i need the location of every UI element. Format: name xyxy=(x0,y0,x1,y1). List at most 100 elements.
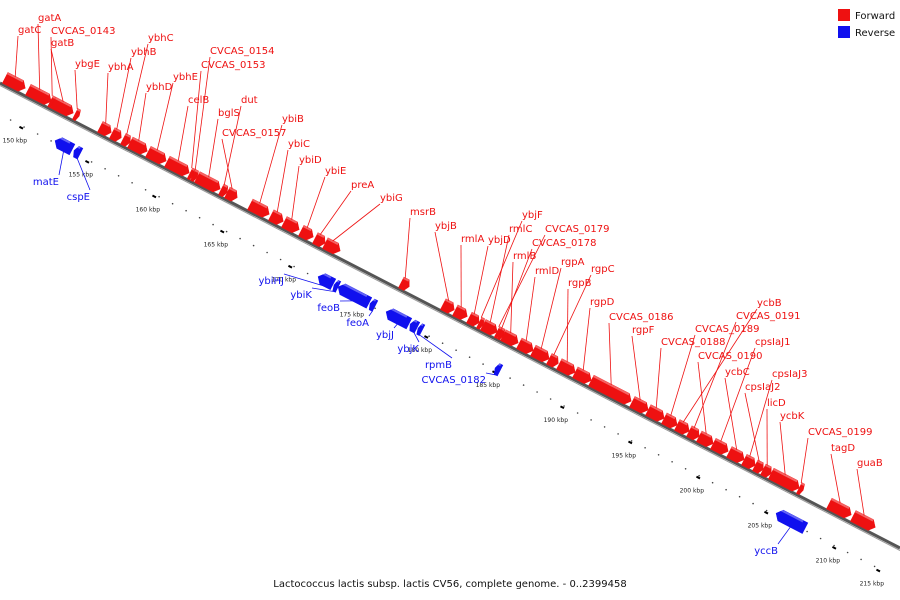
gene-feature-CVCAS_0154[interactable] xyxy=(190,169,200,183)
gene-label-ybhA[interactable]: ybhA xyxy=(108,62,134,73)
gene-label-gatB[interactable]: gatB xyxy=(51,38,74,49)
gene-feature-CVCAS_0188[interactable] xyxy=(645,404,666,424)
gene-feature-ybjJ[interactable] xyxy=(383,306,413,330)
gene-feature-gatA[interactable] xyxy=(25,84,53,107)
gene-label-ycbC[interactable]: ycbC xyxy=(725,367,750,378)
gene-label-matE[interactable]: matE xyxy=(33,177,59,188)
gene-label-CVCAS_0186[interactable]: CVCAS_0186 xyxy=(609,312,673,323)
gene-feature-feoB[interactable] xyxy=(335,282,373,309)
gene-feature-celB[interactable] xyxy=(164,155,192,178)
gene-feature-rmlB[interactable] xyxy=(500,329,520,348)
gene-feature-ybiG[interactable] xyxy=(322,237,342,256)
gene-feature-ybjB[interactable] xyxy=(440,298,457,315)
gene-feature-cpsIaJ3[interactable] xyxy=(741,453,758,470)
gene-feature-rmlC[interactable] xyxy=(480,319,500,337)
gene-label-ybjD[interactable]: ybjD xyxy=(488,235,511,246)
gene-feature-CVCAS_0190[interactable] xyxy=(696,430,716,449)
gene-feature-ybhD[interactable] xyxy=(127,136,150,156)
gene-label-CVCAS_0191[interactable]: CVCAS_0191 xyxy=(736,311,800,322)
gene-label-cpsIaJ2[interactable]: cpsIaJ2 xyxy=(745,382,780,393)
gene-label-ybiHJ[interactable]: ybiHJ xyxy=(258,276,284,287)
gene-label-tagD[interactable]: tagD xyxy=(831,443,855,454)
gene-feature-ycbC[interactable] xyxy=(726,446,746,465)
gene-label-ybiG[interactable]: ybiG xyxy=(380,193,403,204)
gene-label-cpsIaJ1[interactable]: cpsIaJ1 xyxy=(755,337,790,348)
gene-feature-rgpF[interactable] xyxy=(629,396,650,415)
gene-label-dut[interactable]: dut xyxy=(241,95,258,106)
gene-label-ycbB[interactable]: ycbB xyxy=(757,298,782,309)
gene-label-rgpA[interactable]: rgpA xyxy=(561,257,585,268)
gene-feature-ybiD[interactable] xyxy=(281,216,301,235)
gene-label-rmlA[interactable]: rmlA xyxy=(461,234,484,245)
gene-label-CVCAS_0153[interactable]: CVCAS_0153 xyxy=(201,60,265,71)
gene-label-celB[interactable]: celB xyxy=(188,95,209,106)
gene-label-ycbK[interactable]: ycbK xyxy=(780,411,805,422)
gene-feature-CVCAS_0157[interactable] xyxy=(224,186,239,203)
gene-feature-dut[interactable] xyxy=(218,183,230,198)
gene-label-CVCAS_0189[interactable]: CVCAS_0189 xyxy=(695,324,759,335)
gene-label-CVCAS_0179[interactable]: CVCAS_0179 xyxy=(545,224,609,235)
gene-label-ybiD[interactable]: ybiD xyxy=(299,155,322,166)
gene-label-rgpB[interactable]: rgpB xyxy=(568,278,592,289)
gene-feature-ybiE[interactable] xyxy=(298,225,316,242)
gene-feature-cpsIaJ2[interactable] xyxy=(752,459,766,475)
gene-feature-ybiB[interactable] xyxy=(247,198,272,219)
gene-label-CVCAS_0154[interactable]: CVCAS_0154 xyxy=(210,46,274,57)
gene-feature-ybgE[interactable] xyxy=(72,108,82,122)
gene-label-cpsIaJ3[interactable]: cpsIaJ3 xyxy=(772,369,807,380)
gene-label-ybjK[interactable]: ybjK xyxy=(397,344,419,355)
gene-label-ybiE[interactable]: ybiE xyxy=(325,166,346,177)
gene-label-CVCAS_0178[interactable]: CVCAS_0178 xyxy=(532,238,596,249)
gene-label-feoB[interactable]: feoB xyxy=(317,303,340,314)
gene-label-rmlC[interactable]: rmlC xyxy=(509,224,532,235)
gene-label-gatC[interactable]: gatC xyxy=(18,25,41,36)
gene-feature-ybjF[interactable] xyxy=(476,316,486,330)
gene-feature-ybiK[interactable] xyxy=(331,279,342,293)
gene-feature-rgpB[interactable] xyxy=(556,358,577,378)
gene-label-feoA[interactable]: feoA xyxy=(346,318,369,329)
gene-feature-rmlD[interactable] xyxy=(516,337,536,356)
gene-feature-ybhA[interactable] xyxy=(97,121,114,138)
gene-feature-cspE[interactable] xyxy=(71,145,84,160)
gene-label-ybiC[interactable]: ybiC xyxy=(288,139,310,150)
gene-label-ybhE[interactable]: ybhE xyxy=(173,72,198,83)
gene-label-ybiK[interactable]: ybiK xyxy=(290,290,312,301)
gene-label-CVCAS_0190[interactable]: CVCAS_0190 xyxy=(698,351,762,362)
gene-feature-bglS[interactable] xyxy=(194,171,222,195)
gene-feature-msrB[interactable] xyxy=(398,276,412,292)
gene-label-CVCAS_0157[interactable]: CVCAS_0157 xyxy=(222,128,286,139)
gene-feature-CVCAS_0182[interactable] xyxy=(492,363,504,377)
gene-feature-CVCAS_0191[interactable] xyxy=(686,425,701,442)
gene-feature-licD[interactable] xyxy=(760,463,774,479)
gene-feature-ybhB[interactable] xyxy=(109,127,124,143)
gene-label-msrB[interactable]: msrB xyxy=(410,207,436,218)
gene-feature-gatB[interactable] xyxy=(50,96,76,118)
gene-feature-matE[interactable] xyxy=(52,135,76,156)
gene-label-ybjJ[interactable]: ybjJ xyxy=(376,330,394,341)
gene-label-ybhB[interactable]: ybhB xyxy=(131,47,157,58)
gene-label-rgpF[interactable]: rgpF xyxy=(632,325,655,336)
gene-feature-ycbK[interactable] xyxy=(768,467,802,493)
gene-feature-CVCAS_0178[interactable] xyxy=(496,327,506,341)
gene-label-ybjB[interactable]: ybjB xyxy=(435,221,457,232)
gene-label-CVCAS_0143[interactable]: CVCAS_0143 xyxy=(51,26,115,37)
gene-label-guaB[interactable]: guaB xyxy=(857,458,883,469)
gene-label-preA[interactable]: preA xyxy=(351,180,374,191)
gene-feature-ybjD[interactable] xyxy=(466,311,481,328)
gene-feature-ybhC[interactable] xyxy=(120,133,132,147)
gene-label-ybhC[interactable]: ybhC xyxy=(148,33,174,44)
gene-feature-ybhE[interactable] xyxy=(145,145,168,166)
gene-feature-CVCAS_0199[interactable] xyxy=(796,482,806,496)
gene-feature-rgpC[interactable] xyxy=(546,353,561,369)
gene-feature-rmlA[interactable] xyxy=(452,304,470,322)
gene-feature-rgpA[interactable] xyxy=(530,344,551,364)
gene-feature-CVCAS_0189[interactable] xyxy=(661,412,679,430)
gene-feature-rgpD[interactable] xyxy=(572,366,593,386)
gene-feature-CVCAS_0153[interactable] xyxy=(186,167,196,181)
gene-label-ybiB[interactable]: ybiB xyxy=(282,114,304,125)
gene-label-rmlD[interactable]: rmlD xyxy=(535,266,559,277)
gene-feature-gatC[interactable] xyxy=(2,72,28,93)
gene-feature-ybjK[interactable] xyxy=(407,319,421,334)
gene-label-licD[interactable]: licD xyxy=(767,398,786,409)
gene-label-bglS[interactable]: bglS xyxy=(218,108,240,119)
